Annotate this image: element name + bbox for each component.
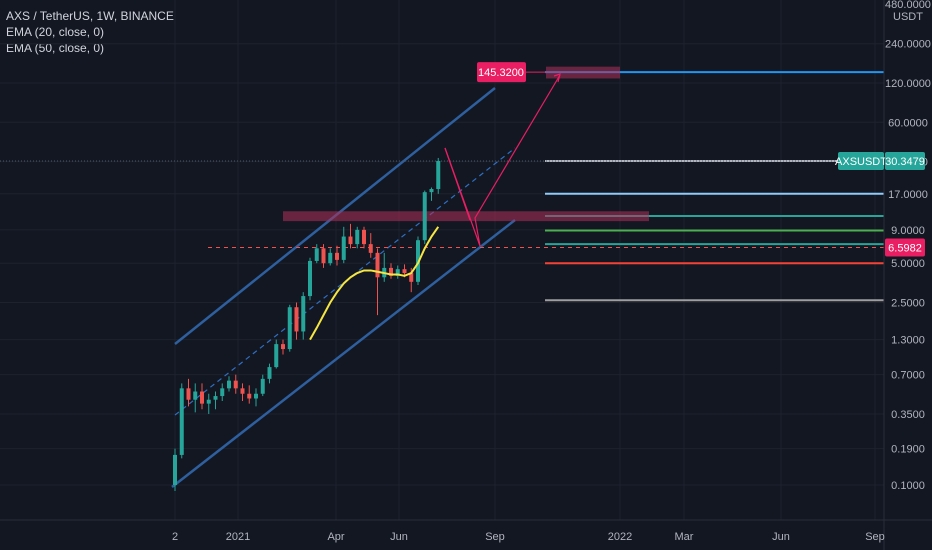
candle-body	[173, 454, 177, 485]
time-tick-label: Sep	[865, 531, 885, 543]
ema-line	[309, 226, 440, 341]
candle-body	[348, 236, 353, 245]
price-tick-label: 120.0000	[885, 78, 931, 90]
candle-body	[281, 344, 285, 350]
candle-body	[186, 388, 191, 400]
projection-arrows	[444, 73, 561, 247]
candle-body	[402, 269, 407, 274]
candle-body	[267, 367, 272, 379]
candle-body	[260, 378, 265, 394]
candle-body	[227, 380, 231, 389]
candle-body	[429, 189, 434, 193]
price-tick-label: 0.3500	[891, 409, 925, 421]
time-tick-label: Sep	[485, 531, 505, 543]
symbol-title[interactable]: AXS / TetherUS, 1W, BINANCE	[6, 9, 174, 23]
price-axis-top-label: 480.0000	[885, 0, 931, 11]
candle-body	[308, 260, 312, 297]
time-tick-label: 2	[172, 531, 178, 543]
candle-body	[301, 296, 306, 332]
price-tick-label: 9.0000	[891, 225, 925, 237]
target-zone	[546, 66, 620, 79]
target-price-label: 145.3200	[478, 67, 524, 79]
price-axis-unit: USDT	[893, 11, 923, 23]
time-tick-label: Mar	[675, 531, 694, 543]
trend-channel	[171, 87, 516, 488]
price-tick-label: 2.5000	[891, 297, 925, 309]
chart-legend: AXS / TetherUS, 1W, BINANCE EMA (20, clo…	[6, 8, 174, 56]
time-tick-label: Jun	[390, 531, 408, 543]
horizontal-levels	[0, 71, 884, 302]
candle-body	[328, 252, 333, 264]
lower-price-tag	[885, 238, 925, 257]
symbol-tag	[838, 151, 884, 170]
supply-zones	[283, 66, 649, 222]
candle-body	[362, 229, 366, 245]
price-tick-label: 0.1000	[891, 480, 925, 492]
candle-body	[254, 393, 258, 399]
symbol-tag-label: AXSUSDT	[835, 156, 887, 168]
candle-body	[294, 307, 299, 332]
lower-price-label: 6.5982	[888, 242, 922, 254]
time-tick-label: 2022	[608, 531, 632, 543]
price-tick-label: 240.0000	[885, 39, 931, 51]
grid-lines	[0, 0, 884, 520]
projection-arrowhead	[553, 73, 561, 83]
candle-body	[179, 388, 184, 455]
price-tick-label: 60.0000	[888, 117, 928, 129]
candle-body	[422, 192, 427, 241]
ema20-label[interactable]: EMA (20, close, 0)	[6, 25, 105, 39]
candle-body	[220, 388, 225, 397]
candle-body	[436, 160, 441, 190]
candle-body	[274, 344, 279, 368]
candle-body	[247, 393, 252, 399]
price-tick-label: 17.0000	[888, 189, 928, 201]
price-axis[interactable]: USDT480.0000240.0000120.000060.000030.00…	[884, 0, 932, 550]
time-axis-bg	[0, 520, 932, 550]
ema20-line	[309, 226, 440, 341]
candle-body	[375, 252, 380, 278]
candle-body	[314, 248, 319, 261]
candle-body	[193, 391, 198, 400]
candle-body	[335, 252, 339, 260]
price-tick-label: 5.0000	[891, 258, 925, 270]
price-tick-label: 1.3000	[891, 335, 925, 347]
ema50-label[interactable]: EMA (50, close, 0)	[6, 41, 105, 55]
candle-body	[233, 380, 238, 389]
candle-body	[395, 269, 400, 276]
channel-lower-line	[171, 219, 516, 488]
price-tick-label: 0.1900	[891, 444, 925, 456]
candle-body	[368, 244, 373, 253]
time-tick-label: 2021	[226, 531, 250, 543]
candle-body	[213, 396, 218, 400]
candle-body	[341, 236, 346, 260]
candle-body	[321, 248, 326, 264]
candle-body	[355, 229, 360, 245]
price-axis-bg	[884, 0, 932, 550]
target-price-tag	[477, 62, 526, 83]
last-price-label: 30.3479	[885, 156, 925, 168]
time-tick-label: Apr	[327, 531, 344, 543]
candle-body	[206, 399, 211, 404]
projection-leg	[444, 147, 471, 221]
last-price-tag	[885, 151, 925, 170]
candle-body	[409, 273, 414, 282]
resistance-zone	[283, 211, 649, 222]
price-tick-label: 0.7000	[891, 370, 925, 382]
candlesticks	[173, 157, 441, 491]
candle-body	[240, 388, 245, 394]
candle-body	[200, 391, 204, 404]
time-tick-label: Jun	[772, 531, 790, 543]
candle-body	[287, 307, 292, 350]
candle-body	[389, 267, 393, 276]
